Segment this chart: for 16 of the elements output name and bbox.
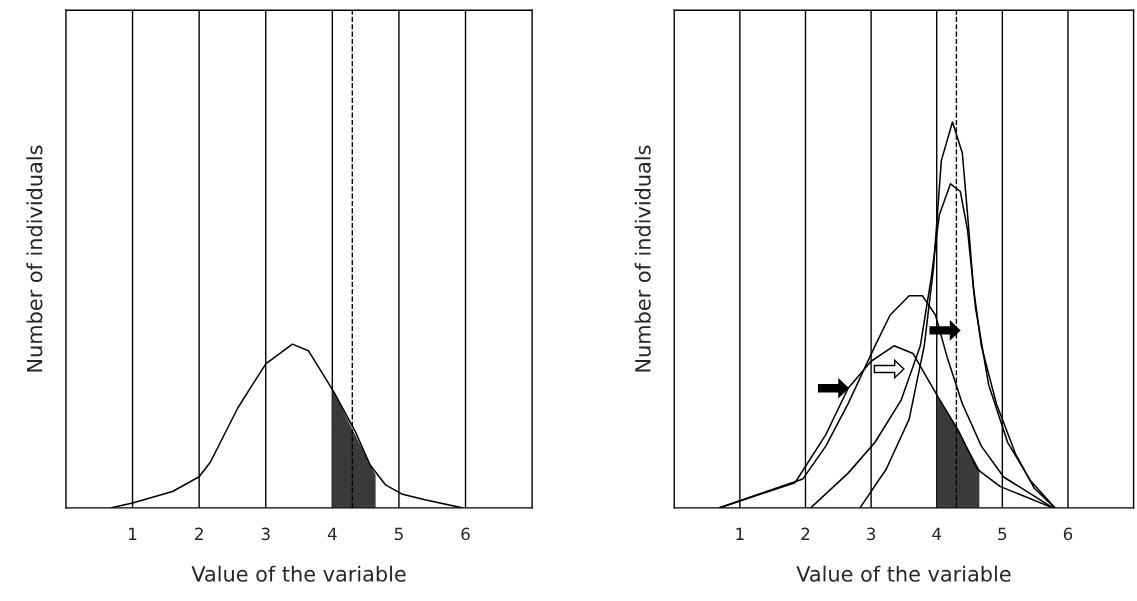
x-tick-label: 6 (1063, 527, 1073, 541)
x-tick-label: 2 (195, 527, 203, 540)
y-axis-title: Number of individuals (26, 145, 43, 372)
x-tick-label: 2 (801, 527, 810, 540)
x-axis-title: Value of the variable (796, 565, 1011, 582)
x-tick-label: 5 (394, 527, 403, 541)
x-tick-label: 3 (867, 527, 876, 541)
x-tick-label: 3 (261, 527, 270, 541)
x-tick-label: 1 (736, 527, 744, 540)
x-axis-title: Value of the variable (191, 565, 406, 582)
x-tick-label: 1 (129, 527, 137, 540)
x-tick-label: 4 (932, 527, 942, 540)
x-tick-label: 6 (461, 527, 470, 541)
y-axis-title: Number of individuals (634, 145, 651, 372)
x-tick-label: 4 (327, 527, 337, 540)
x-tick-label: 5 (998, 527, 1007, 541)
